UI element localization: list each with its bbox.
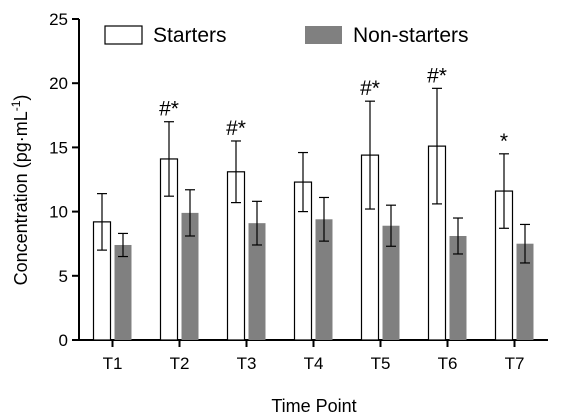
x-axis-title: Time Point: [271, 396, 356, 416]
significance-marker: *: [500, 130, 508, 153]
legend-label: Non-starters: [353, 24, 469, 47]
significance-marker: #*: [159, 98, 179, 121]
y-tick-label: 20: [49, 74, 68, 93]
bar-non-starters: [181, 212, 199, 340]
y-axis-title: Concentration (pg·mL-1): [9, 95, 31, 286]
legend-swatch: [104, 25, 143, 45]
y-tick-label: 0: [59, 331, 68, 350]
bar-non-starters: [382, 225, 400, 340]
legend-label: Starters: [153, 24, 227, 47]
x-tick-label: T5: [371, 354, 391, 373]
x-tick-label: T3: [237, 354, 257, 373]
bar-non-starters: [516, 243, 534, 340]
bar-non-starters: [315, 219, 333, 340]
svg-text:Concentration (pg·mL-1): Concentration (pg·mL-1): [9, 95, 31, 286]
y-tick-label: 25: [49, 10, 68, 29]
bar-non-starters: [248, 223, 266, 340]
x-tick-label: T6: [438, 354, 458, 373]
y-tick-label: 10: [49, 203, 68, 222]
bar-non-starters: [114, 244, 132, 340]
bar-non-starters: [449, 235, 467, 340]
significance-marker: #*: [427, 64, 447, 87]
y-axis-title-tail: ): [11, 95, 31, 101]
y-tick-label: 5: [59, 267, 68, 286]
plot-area: 0 5 10 15 20 25 T1 T2 T3 T4 T5 T6 T7 #* #* #* #* *: [49, 10, 548, 373]
x-tick-label: T1: [103, 354, 123, 373]
x-tick-label: T2: [170, 354, 190, 373]
significance-marker: #*: [360, 77, 380, 100]
legend-swatch: [305, 26, 342, 44]
y-axis-title-superscript: -1: [9, 100, 23, 111]
x-tick-label: T4: [304, 354, 324, 373]
legend: Starters Non-starters: [104, 24, 469, 47]
significance-marker: #*: [226, 117, 246, 140]
x-tick-label: T7: [505, 354, 525, 373]
y-tick-label: 15: [49, 138, 68, 157]
y-axis-title-main: Concentration (pg·mL: [11, 111, 31, 285]
